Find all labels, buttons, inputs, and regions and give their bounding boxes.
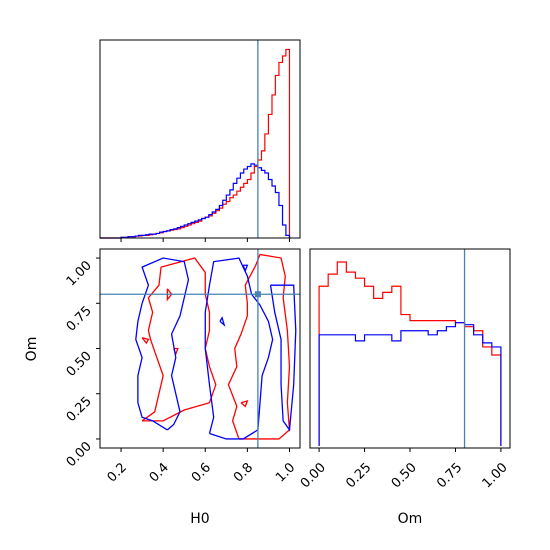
blue-contour [242, 264, 249, 273]
truth-marker [254, 291, 261, 298]
om-histogram-frame [309, 248, 511, 449]
red-contour [141, 257, 217, 422]
om-histogram-panel: 0.00 0.25 0.50 0.75 1.00 Om [298, 248, 511, 527]
om-tick-label: 0.50 [64, 349, 95, 380]
h0-histogram-series [100, 48, 291, 239]
red-om-histogram [318, 261, 502, 446]
contour-y-ticks: 0.00 0.25 0.50 0.75 1.00 [64, 257, 100, 470]
red-contour [141, 337, 150, 345]
x-axis-label-om: Om [398, 511, 423, 527]
red-h0-histogram [100, 48, 291, 239]
h0-histogram-frame [99, 39, 301, 239]
blue-contour [219, 316, 226, 327]
x-axis-label-h0: H0 [190, 511, 209, 527]
red-contour [240, 399, 249, 408]
blue-contour [269, 284, 297, 432]
om-tick-label: 0.00 [64, 439, 95, 470]
contour-series [135, 253, 297, 440]
blue-h0-histogram [100, 163, 291, 239]
h0-tick-label: 0.8 [231, 460, 256, 485]
h0-om-contour-panel: 0.2 0.4 0.6 0.8 1.0 0.000.250.500.751.00 Om … [24, 248, 301, 527]
om-tick-label: 0.25 [64, 394, 95, 425]
om-histogram-ticks: 0.00 0.25 0.50 0.75 1.00 [298, 448, 511, 491]
h0-tick-label: 0.4 [147, 460, 172, 485]
h0-tick-label: 0.6 [189, 460, 214, 485]
om-hist-tick-label: 1.00 [480, 460, 511, 491]
h0-tick-label: 1.0 [273, 460, 298, 485]
blue-om-histogram [318, 322, 502, 446]
om-tick-label: 1.00 [64, 258, 95, 289]
h0-histogram-ticks [120, 238, 290, 242]
h0-histogram-panel [99, 39, 301, 242]
om-histogram-series [318, 261, 502, 446]
blue-contour [135, 257, 190, 431]
om-hist-tick-label: 0.50 [389, 460, 420, 491]
blue-contour [204, 257, 274, 440]
contour-x-ticks: 0.2 0.4 0.6 0.8 1.0 [105, 448, 298, 485]
om-hist-tick-label: 0.25 [343, 460, 374, 491]
om-hist-tick-label: 0.00 [298, 460, 329, 491]
y-axis-label: Om [24, 337, 40, 362]
h0-tick-label: 0.2 [105, 460, 130, 485]
om-hist-tick-label: 0.75 [434, 460, 465, 491]
om-tick-label: 0.75 [64, 303, 95, 334]
